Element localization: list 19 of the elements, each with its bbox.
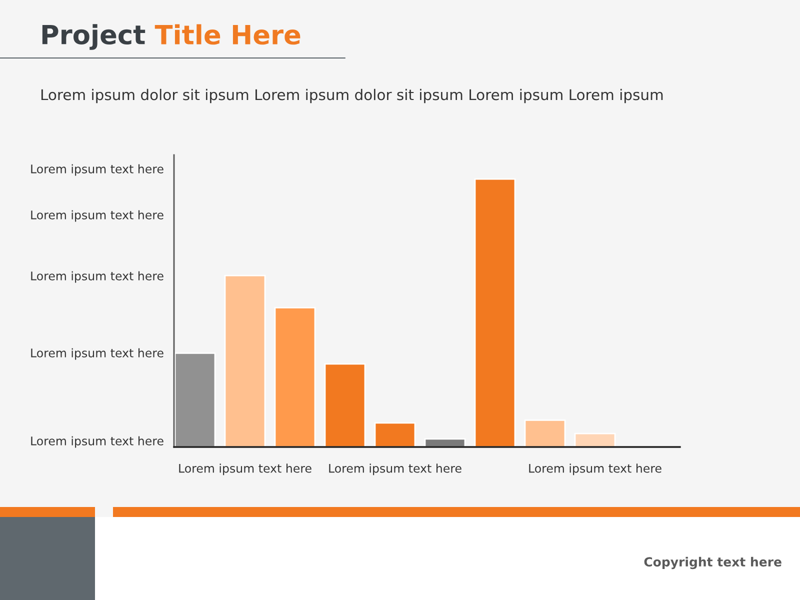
text: Lorem ipsum text here bbox=[31, 271, 164, 283]
text: Lorem ipsum text here bbox=[31, 164, 164, 176]
bar bbox=[524, 420, 566, 447]
x-tick-label: Lorem ipsum text here bbox=[179, 464, 312, 476]
bar bbox=[374, 422, 416, 447]
bar bbox=[274, 307, 316, 447]
bar bbox=[174, 352, 216, 447]
text: Lorem ipsum text here bbox=[31, 436, 164, 448]
text: Lorem ipsum text here bbox=[31, 210, 164, 222]
chart-subtitle: Lorem ipsum dolor sit ipsum Lorem ipsum dolor sit ipsum Lorem ipsum Lorem ipsum bbox=[41, 88, 663, 104]
x-tick-label: Lorem ipsum text here bbox=[529, 464, 662, 476]
bar bbox=[324, 363, 366, 447]
text: Lorem ipsum text here bbox=[31, 348, 164, 360]
bar bbox=[474, 178, 516, 447]
bar bbox=[224, 274, 266, 447]
x-tick-label: Lorem ipsum text here bbox=[329, 464, 462, 476]
text: Copyright text here bbox=[644, 556, 782, 570]
bar bbox=[574, 432, 616, 447]
chart-title: Project Title Here bbox=[42, 24, 300, 50]
